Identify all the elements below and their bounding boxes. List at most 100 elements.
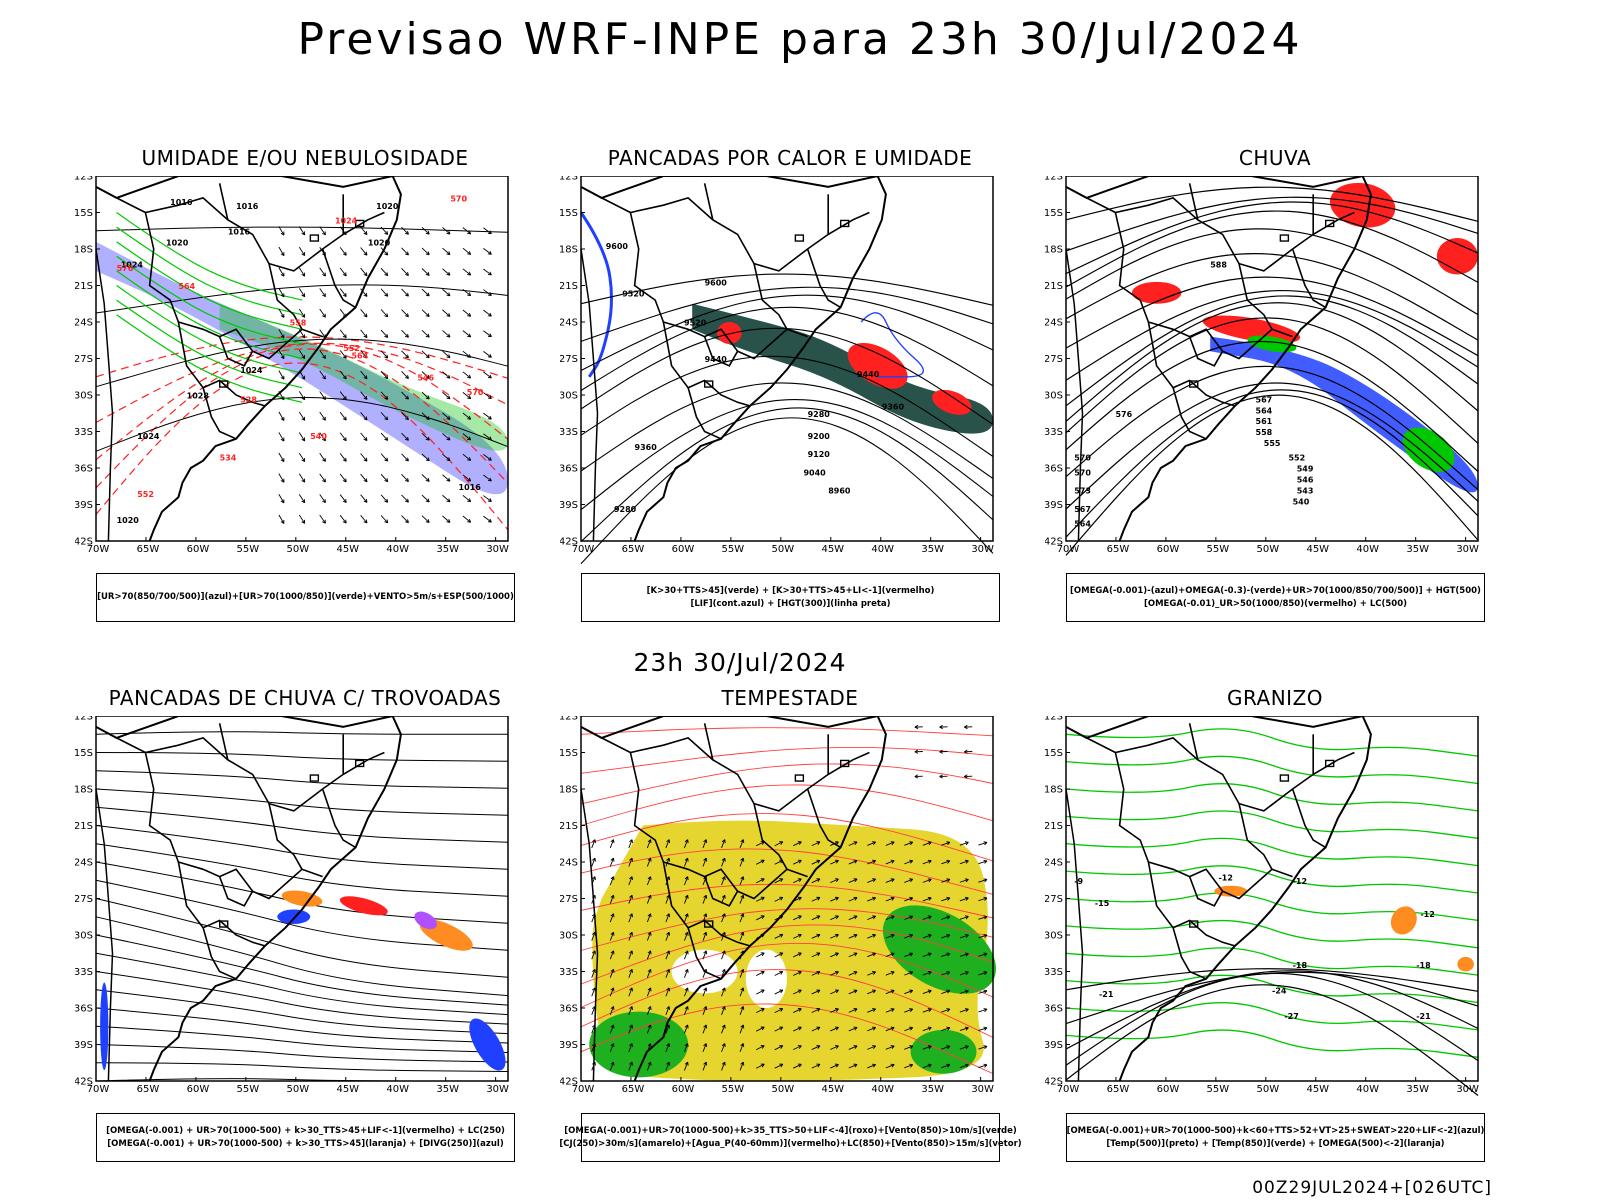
wind-vector (721, 1024, 726, 1034)
streamline (95, 1007, 509, 1044)
vector-head (816, 1026, 821, 1031)
vector-head (467, 498, 472, 503)
wind-vector (380, 453, 389, 462)
vector-head (467, 354, 472, 358)
omega-orange-area (1457, 956, 1474, 972)
streamline (95, 825, 509, 870)
vector-head (647, 857, 652, 862)
contour-label: 552 (137, 490, 154, 499)
wind-vector (848, 1064, 858, 1069)
vector-head (721, 913, 726, 918)
contour-label: 8960 (828, 487, 851, 496)
vector-head (853, 970, 858, 975)
vector-head (322, 416, 326, 421)
contour-label: 9520 (684, 319, 707, 328)
vector-head (446, 477, 451, 482)
wind-vector (462, 289, 471, 297)
wind-vector (380, 309, 389, 318)
wind-vector (401, 474, 409, 482)
lat-tick-label: 18S (560, 785, 578, 796)
contour-label: 570 (467, 388, 484, 397)
contour-label: -12 (1420, 910, 1434, 919)
lon-tick-label: 30W (971, 1084, 994, 1095)
wind-vector (339, 370, 347, 380)
vector-head (647, 987, 652, 992)
lat-tick-label: 12S (1045, 716, 1063, 723)
vector-head (446, 313, 451, 317)
contour-label: 9600 (606, 242, 629, 251)
vector-head (890, 952, 895, 957)
wind-vector (811, 934, 821, 939)
rh-contour (116, 270, 303, 360)
vector-head (301, 272, 306, 277)
wind-vector (421, 226, 430, 235)
streamline (95, 788, 509, 816)
wind-vector (665, 969, 670, 978)
streamline-850 (580, 942, 994, 1008)
wind-vector (421, 474, 430, 482)
vector-head (425, 333, 430, 338)
vector-head (703, 913, 708, 918)
wind-vector (959, 953, 969, 957)
vector-head (425, 519, 430, 524)
vector-head (760, 1026, 765, 1031)
wind-vector (848, 934, 858, 939)
wind-vector (684, 1061, 689, 1071)
wind-vector (380, 247, 389, 256)
wind-vector (959, 971, 969, 976)
vector-head (647, 876, 652, 881)
vector-head (384, 395, 389, 400)
wind-vector (665, 932, 670, 941)
contour-label: 9600 (705, 279, 728, 288)
vector-head (872, 970, 876, 975)
contour-label: 543 (1297, 487, 1314, 496)
vector-head (684, 987, 689, 992)
wind-vector (830, 878, 839, 884)
vector-head (890, 896, 895, 901)
wind-vector (848, 915, 858, 921)
coastline (1065, 176, 1372, 542)
vector-head (425, 374, 430, 379)
vector-head (666, 931, 671, 936)
vector-head (872, 878, 876, 883)
wind-vector (867, 971, 876, 976)
vector-head (363, 354, 368, 359)
lake-mark (354, 759, 365, 768)
vector-head (446, 395, 451, 400)
height-contour (1065, 340, 1479, 472)
wind-vector (401, 515, 409, 524)
vector-head (964, 933, 969, 938)
wind-vector (591, 969, 596, 978)
wind-vector (665, 839, 670, 849)
temp-850-contour (1065, 783, 1479, 812)
lat-tick-label: 24S (560, 858, 578, 869)
wind-vector (978, 897, 988, 902)
vector-head (853, 896, 858, 901)
vector-head (914, 749, 919, 754)
wind-vector (811, 878, 821, 884)
vector-head (684, 1006, 689, 1010)
wind-vector (959, 841, 969, 846)
vector-head (964, 1045, 969, 1050)
wind-vector (646, 1024, 652, 1034)
streamline (95, 770, 509, 789)
lat-tick-label: 18S (1045, 245, 1063, 256)
wind-vector (684, 1024, 689, 1034)
wind-vector (401, 309, 409, 318)
vector-head (964, 878, 969, 883)
vector-head (721, 950, 726, 955)
wind-vector (298, 349, 306, 359)
vector-head (983, 878, 988, 883)
coastline (95, 176, 402, 542)
wind-vector (867, 1045, 876, 1050)
vector-head (721, 1024, 726, 1029)
vector-head (983, 1063, 988, 1068)
country-border (703, 876, 739, 907)
vector-head (384, 416, 389, 421)
pressure-line (95, 226, 509, 233)
country-border (1172, 927, 1207, 980)
vector-head (909, 989, 914, 994)
lat-tick-label: 39S (1045, 500, 1063, 511)
wind-vector (702, 987, 707, 997)
wind-vector (811, 1008, 821, 1013)
